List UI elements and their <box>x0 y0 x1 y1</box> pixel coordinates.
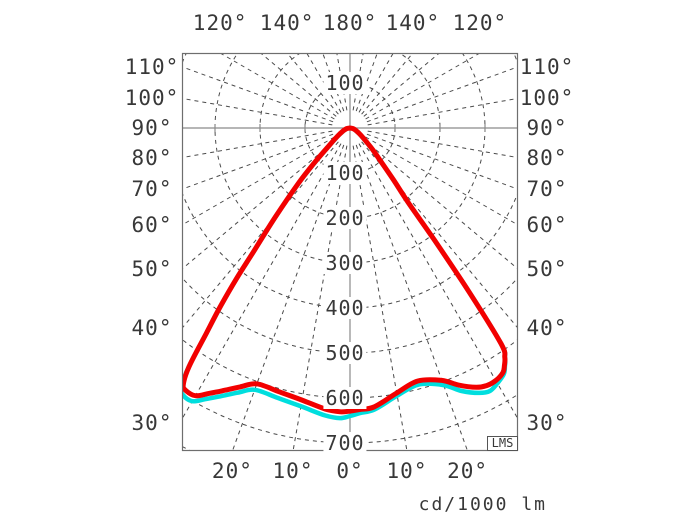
c0-plane-curve <box>182 125 508 415</box>
axis-ticks <box>214 124 486 132</box>
lms-watermark: LMS <box>487 436 518 451</box>
unit-label: cd/1000 lm <box>418 494 547 515</box>
